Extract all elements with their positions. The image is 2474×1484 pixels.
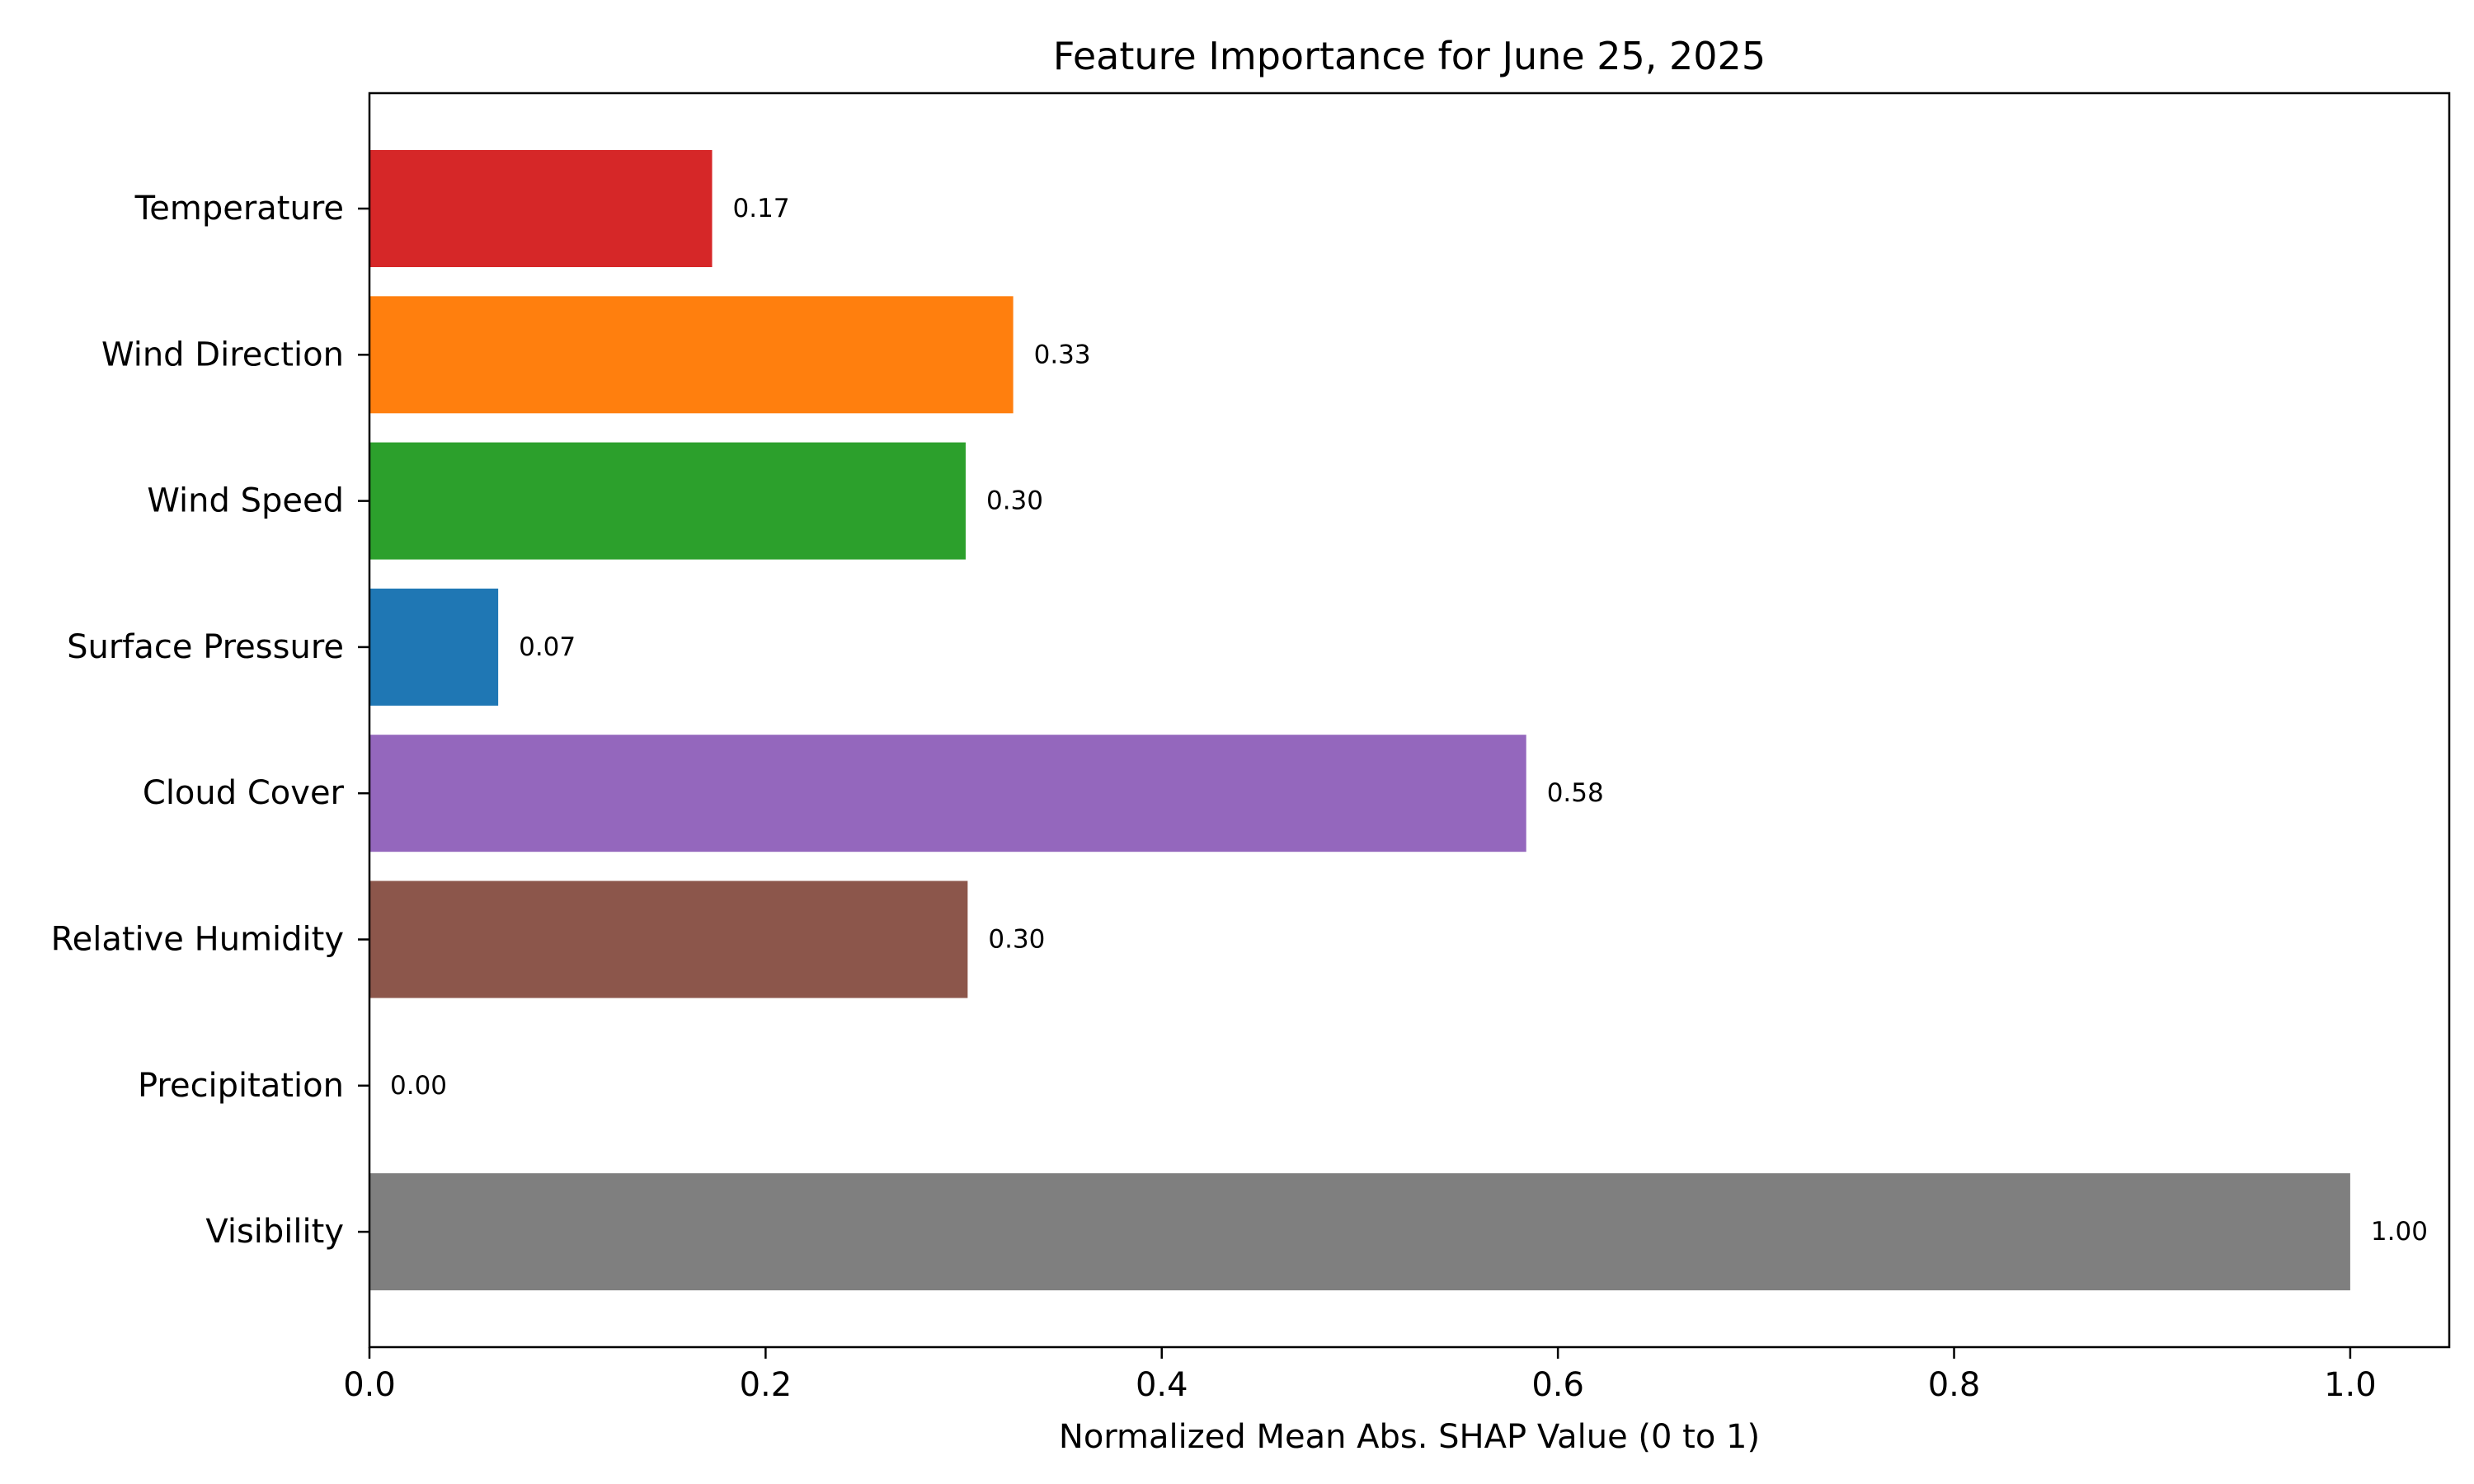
x-tick-label-4: 0.8	[1928, 1366, 1981, 1404]
y-tick-label-visibility: Visibility	[205, 1213, 344, 1251]
bar-surface-pressure	[369, 588, 499, 706]
bar-temperature	[369, 150, 713, 267]
y-tick-label-wind-direction: Wind Direction	[101, 336, 344, 373]
x-tick-label-3: 0.6	[1531, 1366, 1584, 1404]
bar-wind-direction	[369, 296, 1014, 414]
data-label-cloud-cover: 0.58	[1547, 778, 1604, 808]
x-tick-label-5: 1.0	[2324, 1366, 2377, 1404]
data-label-relative-humidity: 0.30	[988, 925, 1045, 955]
y-tick-label-wind-speed: Wind Speed	[147, 482, 344, 520]
bar-wind-speed	[369, 442, 966, 560]
data-label-temperature: 0.17	[733, 194, 790, 223]
x-tick-label-0: 0.0	[343, 1366, 396, 1404]
data-label-visibility: 1.00	[2371, 1217, 2428, 1247]
x-axis: 0.0 0.2 0.4 0.6 0.8 1.0	[343, 1347, 2377, 1404]
y-tick-label-precipitation: Precipitation	[138, 1067, 344, 1105]
bars-layer: 0.17 0.33 0.30 0.07 0.58 0.30 0.00 1.00	[369, 150, 2428, 1291]
chart-title: Feature Importance for June 25, 2025	[1053, 34, 1766, 78]
y-tick-label-surface-pressure: Surface Pressure	[67, 628, 344, 666]
data-label-wind-speed: 0.30	[986, 486, 1043, 516]
y-tick-label-relative-humidity: Relative Humidity	[51, 921, 344, 959]
x-tick-label-2: 0.4	[1136, 1366, 1188, 1404]
x-tick-label-1: 0.2	[740, 1366, 793, 1404]
plot-frame	[368, 92, 2451, 1349]
y-tick-label-cloud-cover: Cloud Cover	[143, 774, 345, 812]
data-label-precipitation: 0.00	[390, 1071, 447, 1101]
bar-relative-humidity	[369, 881, 968, 998]
data-label-surface-pressure: 0.07	[519, 632, 576, 662]
x-axis-label: Normalized Mean Abs. SHAP Value (0 to 1)	[1059, 1418, 1760, 1456]
bar-visibility	[369, 1173, 2350, 1291]
y-axis: Temperature Wind Direction Wind Speed Surfa…	[51, 190, 369, 1251]
y-tick-label-temperature: Temperature	[134, 190, 344, 228]
bar-cloud-cover	[369, 735, 1526, 852]
data-label-wind-direction: 0.33	[1034, 340, 1091, 369]
